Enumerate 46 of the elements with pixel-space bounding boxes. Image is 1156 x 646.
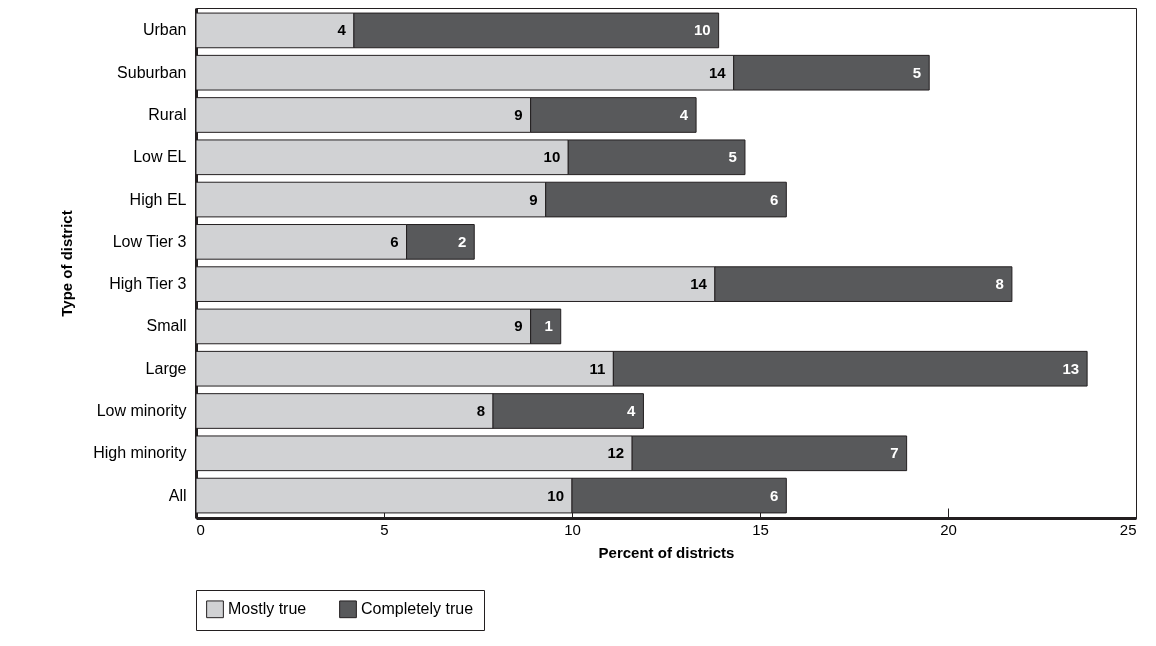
data-label: 4 [627, 402, 637, 420]
y-tick-label: All [168, 486, 187, 504]
data-label: 5 [728, 148, 737, 166]
data-label: 14 [690, 275, 708, 293]
y-tick-label: Small [146, 317, 187, 335]
y-tick-label: High minority [93, 444, 187, 462]
x-axis-title: Percent of districts [598, 543, 735, 561]
data-label: 2 [457, 232, 467, 250]
data-label: 11 [589, 359, 606, 377]
data-label: 6 [390, 232, 399, 250]
y-tick-label: Low minority [96, 402, 187, 420]
data-label: 6 [769, 190, 779, 208]
data-label: 10 [547, 486, 564, 504]
data-label: 13 [1062, 359, 1080, 377]
data-label: 9 [514, 317, 523, 335]
data-label: 14 [708, 63, 727, 81]
x-tick-label: 20 [940, 520, 957, 538]
data-label: 9 [529, 190, 538, 208]
legend-label: Completely true [361, 600, 474, 618]
y-tick-label: Low Tier 3 [112, 232, 187, 250]
y-tick-label: Low EL [133, 148, 187, 166]
data-label: 10 [543, 148, 561, 166]
data-label: 6 [769, 486, 779, 504]
x-tick-label: 5 [380, 520, 389, 538]
y-axis-title: Type of district [58, 210, 76, 317]
y-tick-label: High Tier 3 [109, 275, 187, 293]
data-label: 7 [890, 444, 899, 462]
data-label: 4 [679, 105, 689, 123]
legend-label: Mostly true [228, 600, 307, 618]
y-tick-label: Rural [148, 105, 187, 123]
x-tick-label: 10 [564, 520, 581, 538]
data-label: 9 [514, 105, 523, 123]
y-tick-label: Urban [142, 21, 187, 39]
x-tick-label: 25 [1119, 520, 1137, 538]
data-label: 1 [544, 317, 553, 335]
data-label: 8 [995, 275, 1004, 293]
data-label: 12 [607, 444, 625, 462]
x-tick-label: 0 [196, 520, 205, 538]
y-tick-label: Large [145, 359, 187, 377]
x-tick-label: 15 [752, 520, 769, 538]
y-tick-label: Suburban [117, 63, 187, 81]
data-label: 5 [912, 63, 922, 81]
data-label: 4 [337, 21, 347, 39]
y-tick-label: High EL [129, 190, 187, 208]
data-label: 10 [693, 21, 711, 39]
data-label: 8 [476, 402, 486, 420]
